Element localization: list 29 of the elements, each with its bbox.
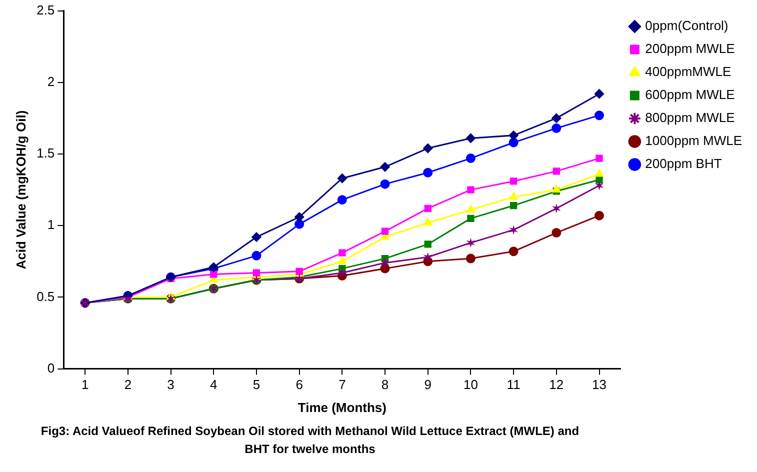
x-tick-label: 10 xyxy=(463,377,478,392)
x-axis-title: Time (Months) xyxy=(298,400,386,415)
legend-label: 200ppm BHT xyxy=(645,156,722,172)
x-tick-label: 8 xyxy=(381,377,389,392)
caption: Fig3: Acid Valueof Refined Soybean Oil stored with Methanol Wild Lettuce Extract (MWLE) and BHT for twelve months xyxy=(40,423,580,458)
x-tick-label: 3 xyxy=(167,377,174,392)
y-tick-label: 1 xyxy=(47,217,55,232)
x-tick-label: 4 xyxy=(210,377,218,392)
y-tick-label: 0 xyxy=(47,360,55,376)
y-tick-label: 0.5 xyxy=(36,288,55,304)
legend-label: 400ppmMWLE xyxy=(645,64,732,80)
x-tick-label: 2 xyxy=(124,377,132,392)
x-tick-label: 6 xyxy=(296,377,303,392)
legend-label: 0ppm(Control) xyxy=(645,18,728,34)
x-tick-label: 1 xyxy=(81,377,89,392)
x-tick-label: 13 xyxy=(592,377,606,392)
x-tick-label: 12 xyxy=(549,377,564,392)
x-tick-label: 5 xyxy=(252,377,260,392)
x-tick-label: 7 xyxy=(338,377,346,392)
x-tick-label: 11 xyxy=(506,377,520,392)
x-tick-label: 9 xyxy=(424,377,432,392)
legend-label: 600ppm MWLE xyxy=(645,87,736,102)
y-tick-label: 2 xyxy=(47,74,55,89)
legend-label: 800ppm MWLE xyxy=(645,110,736,126)
y-tick-label: 2.5 xyxy=(36,2,55,18)
y-axis-title: Acid Value (mgKOH/g Oil) xyxy=(13,110,28,270)
legend-label: 1000ppm MWLE xyxy=(645,133,742,148)
y-tick-label: 1.5 xyxy=(36,146,55,161)
legend-label: 200ppm MWLE xyxy=(645,41,736,56)
